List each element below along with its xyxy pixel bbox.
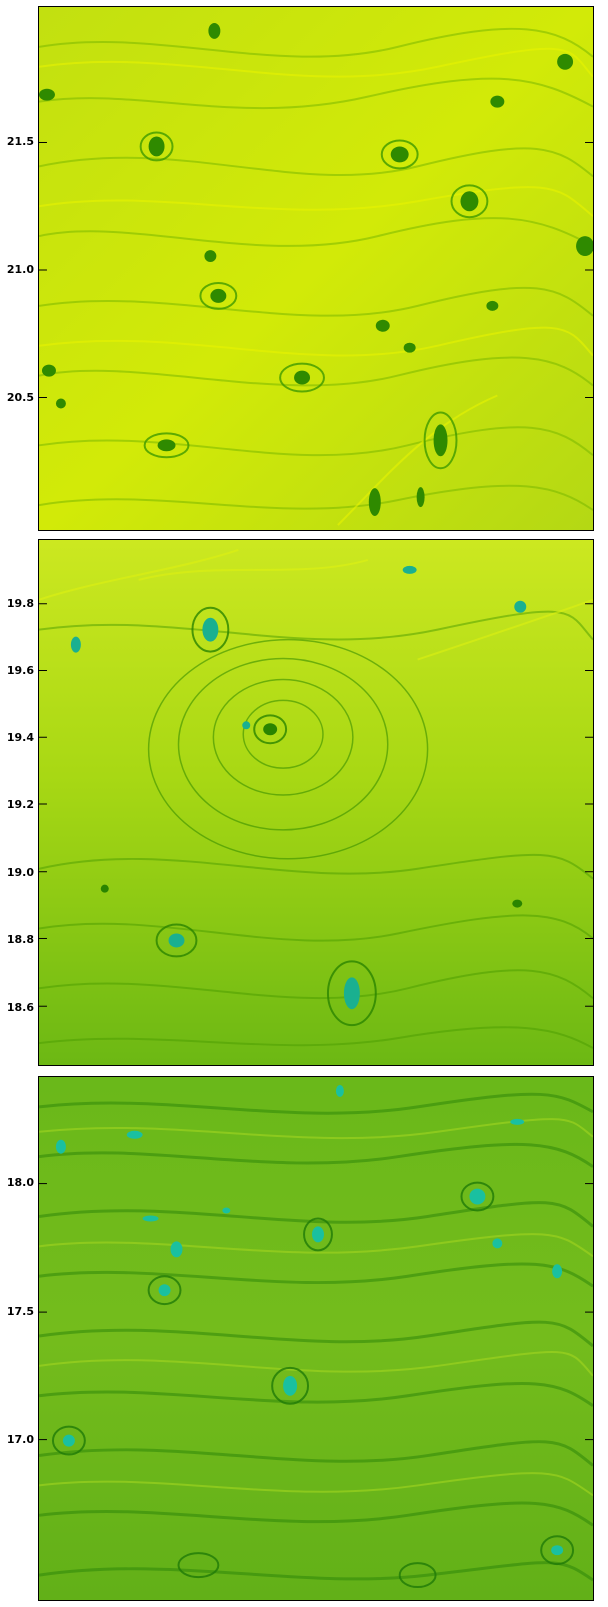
y-tick-label: 18.0 xyxy=(6,1176,34,1189)
y-tick-label: 19.4 xyxy=(6,731,34,744)
y-tick-label: 17.5 xyxy=(6,1305,34,1318)
vortex-cores-middle xyxy=(70,565,527,1010)
turbulence-image-top xyxy=(39,7,593,530)
y-tick-label: 18.6 xyxy=(6,1001,34,1014)
y-tick-label: 19.0 xyxy=(6,866,34,879)
y-tick-label: 17.0 xyxy=(6,1433,34,1446)
y-tick-label: 18.8 xyxy=(6,933,34,946)
vortex-cores-bottom xyxy=(55,1084,564,1556)
turbulence-image-middle xyxy=(39,540,593,1065)
flow-field-panel-bottom xyxy=(38,1076,594,1601)
flow-field-panel-top xyxy=(38,6,594,531)
y-tick-label: 19.6 xyxy=(6,664,34,677)
y-tick-label: 19.2 xyxy=(6,798,34,811)
flow-field-panel-middle xyxy=(38,539,594,1066)
y-tick-label: 20.5 xyxy=(6,391,34,404)
y-tick-label: 21.5 xyxy=(6,135,34,148)
turbulence-image-bottom xyxy=(39,1077,593,1600)
y-tick-label: 21.0 xyxy=(6,263,34,276)
vortex-cores-top xyxy=(39,22,593,517)
y-tick-label: 19.8 xyxy=(6,597,34,610)
central-vortex-spiral xyxy=(147,638,429,860)
